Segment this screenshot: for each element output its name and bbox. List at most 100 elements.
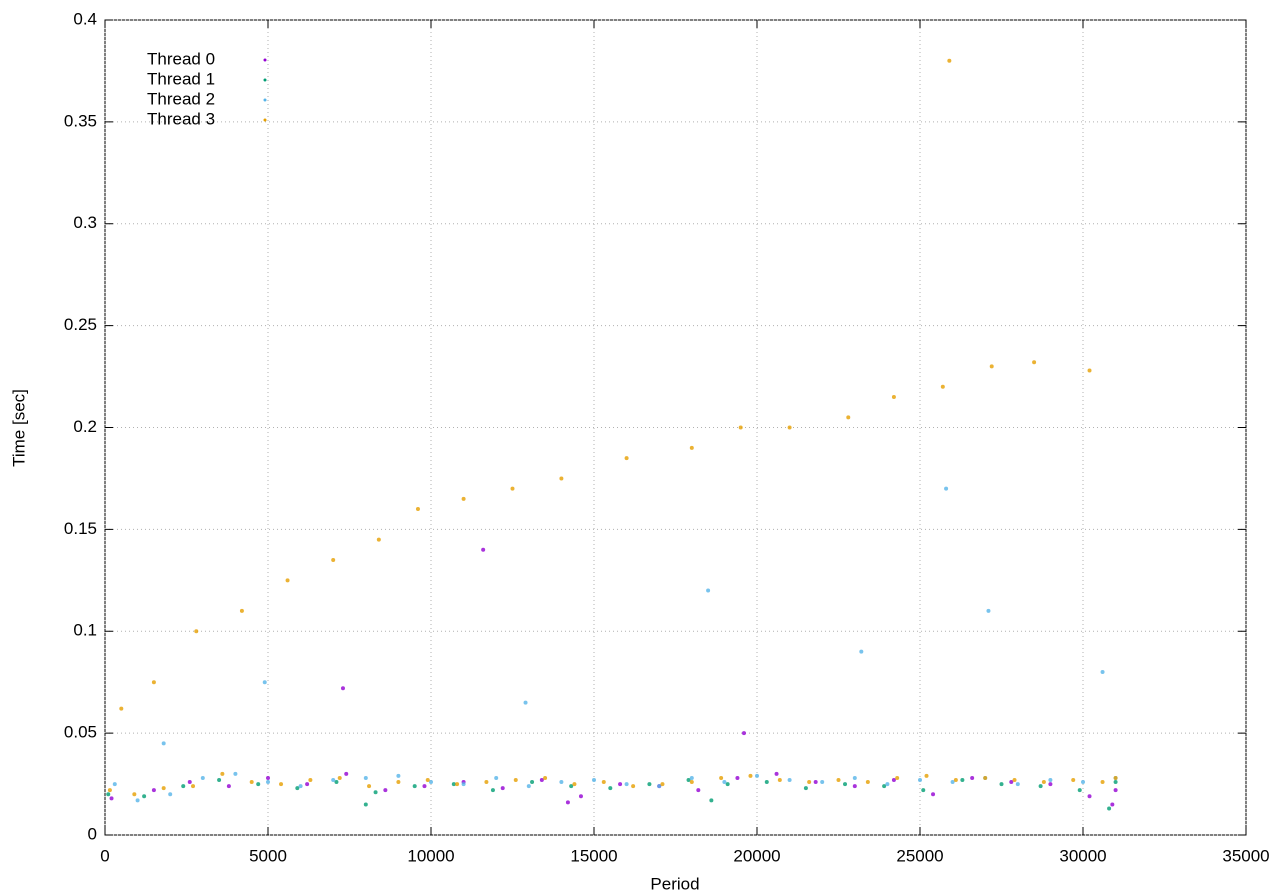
- data-point: [1048, 777, 1053, 782]
- data-point: [696, 788, 701, 793]
- plot-border: [104, 19, 1247, 836]
- data-point: [1071, 777, 1076, 782]
- data-point: [882, 784, 887, 789]
- x-tick-label: 15000: [570, 846, 617, 865]
- data-point: [1015, 782, 1020, 787]
- data-point: [813, 780, 818, 785]
- data-point: [151, 788, 156, 793]
- data-point: [1087, 794, 1092, 799]
- data-point: [618, 782, 623, 787]
- data-point: [451, 782, 456, 787]
- data-point: [689, 445, 694, 450]
- data-point: [429, 780, 433, 785]
- data-point: [960, 777, 965, 782]
- data-point: [559, 476, 564, 481]
- y-tick-label: 0.4: [73, 9, 97, 28]
- data-point: [308, 777, 313, 782]
- data-point: [1077, 788, 1082, 793]
- data-point: [689, 780, 694, 785]
- data-point: [748, 773, 753, 778]
- data-point: [107, 788, 112, 793]
- data-point: [569, 784, 574, 789]
- data-point: [305, 782, 310, 787]
- x-axis-label: Period: [650, 874, 699, 893]
- legend-label: Thread 2: [147, 89, 215, 108]
- data-point: [334, 780, 339, 785]
- x-tick-label: 5000: [249, 846, 287, 865]
- data-point: [510, 486, 515, 491]
- data-point: [918, 777, 922, 782]
- data-point: [331, 777, 336, 782]
- data-point: [1041, 780, 1046, 785]
- data-point: [373, 790, 378, 795]
- y-tick-label: 0: [88, 824, 97, 843]
- data-point: [344, 771, 349, 776]
- data-point: [340, 686, 345, 691]
- data-point: [363, 802, 368, 807]
- data-point: [132, 792, 137, 797]
- data-point: [142, 794, 147, 799]
- data-point: [940, 384, 945, 389]
- data-point: [735, 775, 740, 780]
- data-point: [1038, 784, 1043, 789]
- data-point: [539, 777, 544, 782]
- data-point: [719, 775, 724, 780]
- data-point: [422, 784, 427, 789]
- data-point: [106, 792, 111, 797]
- data-point: [266, 775, 270, 780]
- data-point: [709, 798, 714, 803]
- data-point: [112, 782, 117, 787]
- data-point: [226, 784, 231, 789]
- data-point: [396, 773, 401, 778]
- data-point: [592, 777, 596, 782]
- data-point: [367, 784, 372, 789]
- data-point: [412, 784, 417, 789]
- data-point: [689, 775, 694, 780]
- data-point: [865, 780, 870, 785]
- data-point: [1081, 780, 1085, 785]
- data-point: [970, 775, 975, 780]
- data-point: [1107, 806, 1112, 811]
- data-point: [891, 777, 896, 782]
- data-point: [895, 775, 900, 780]
- data-point: [921, 788, 926, 793]
- y-tick-label: 0.2: [73, 417, 97, 436]
- data-point: [279, 782, 284, 787]
- legend-marker: [263, 98, 267, 102]
- data-point: [885, 782, 890, 787]
- data-point: [624, 782, 629, 787]
- data-point: [953, 777, 958, 782]
- data-point: [787, 777, 792, 782]
- data-point: [631, 784, 636, 789]
- data-point: [725, 782, 730, 787]
- data-point: [572, 782, 577, 787]
- legend-marker: [263, 78, 267, 82]
- data-point: [944, 486, 949, 491]
- data-point: [983, 775, 988, 780]
- data-point: [191, 784, 196, 789]
- data-point: [601, 780, 606, 785]
- data-point: [151, 680, 156, 685]
- legend-label: Thread 1: [147, 69, 215, 88]
- data-point: [1113, 788, 1118, 793]
- data-point: [931, 792, 936, 797]
- legend-label: Thread 3: [147, 109, 215, 128]
- data-point: [1113, 775, 1118, 780]
- data-point: [657, 784, 662, 789]
- data-point: [543, 775, 548, 780]
- data-point: [168, 792, 173, 797]
- y-tick-label: 0.3: [73, 213, 97, 232]
- legend-marker: [263, 58, 267, 62]
- data-point: [161, 741, 166, 746]
- data-point: [415, 507, 420, 511]
- data-point: [262, 680, 267, 685]
- data-point: [852, 775, 857, 780]
- data-point: [787, 425, 792, 430]
- data-point: [461, 496, 466, 501]
- data-point: [843, 782, 848, 787]
- y-tick-label: 0.15: [64, 519, 97, 538]
- data-point: [578, 794, 583, 799]
- data-point: [484, 780, 489, 785]
- data-point: [285, 578, 290, 583]
